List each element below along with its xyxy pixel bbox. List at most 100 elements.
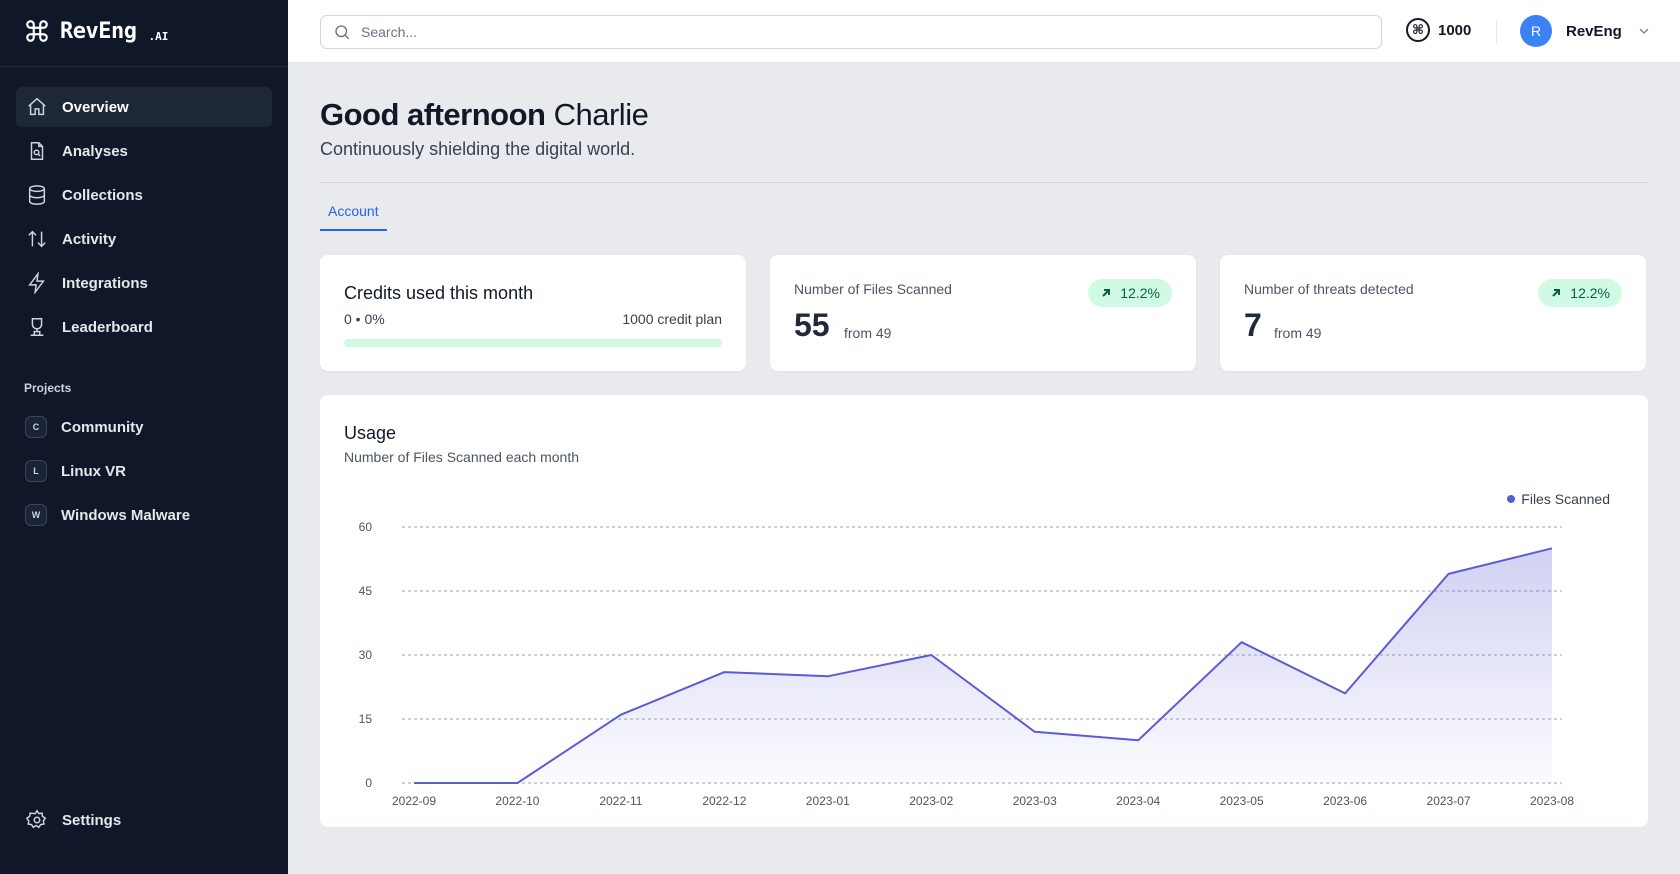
usage-chart: 0 15 30 45 60 2022-09 2022-10 2022-11 2022-12 202… (359, 520, 1575, 808)
search-icon (335, 25, 350, 40)
threats-change-value: 12.2% (1570, 285, 1610, 301)
page-subtitle: Continuously shielding the digital world… (320, 139, 636, 159)
y-tick-label: 30 (359, 648, 373, 662)
project-badge: W (25, 504, 47, 526)
threats-detected-from: from 49 (1274, 325, 1322, 341)
chart-legend: Files Scanned (1507, 491, 1610, 507)
credits-card: Credits used this month 0 • 0% 1000 cred… (320, 255, 746, 371)
credits-icon: ⌘ (1406, 18, 1430, 42)
project-badge: L (25, 460, 47, 482)
files-scanned-from: from 49 (844, 325, 892, 341)
y-tick-label: 60 (359, 520, 373, 534)
nav-label: Analyses (62, 142, 128, 160)
avatar: R (1520, 15, 1552, 47)
legend-dot (1507, 495, 1516, 503)
file-search-icon (30, 142, 44, 160)
arrows-up-down-icon (28, 230, 46, 248)
nav-label: Activity (62, 230, 117, 248)
home-icon (28, 97, 46, 116)
trophy-icon (30, 318, 44, 336)
x-tick-label: 2022-09 (392, 794, 436, 808)
usage-subtitle: Number of Files Scanned each month (344, 449, 580, 465)
x-tick-label: 2023-06 (1323, 794, 1367, 808)
nav-label: Settings (62, 811, 122, 829)
x-tick-label: 2022-10 (495, 794, 539, 808)
nav-label: Collections (62, 186, 143, 204)
project-label: Community (61, 418, 144, 436)
nav-item-leaderboard[interactable]: Leaderboard (16, 307, 272, 347)
database-icon (28, 185, 46, 205)
x-tick-label: 2023-01 (806, 794, 850, 808)
nav-item-overview[interactable]: Overview (16, 87, 272, 127)
chevron-down-icon (1639, 28, 1649, 34)
project-item-linux-vr[interactable]: L Linux VR (0, 451, 288, 491)
nav-label: Overview (62, 98, 129, 116)
brand-logo[interactable]: RevEng .AI (0, 0, 288, 62)
credits-count: 1000 (1438, 21, 1472, 39)
tab-bar: Account (320, 203, 1648, 231)
nav-item-analyses[interactable]: Analyses (16, 131, 272, 171)
main-content: Good afternoon Charlie Continuously shie… (320, 63, 1648, 827)
brand-name: RevEng (60, 18, 137, 44)
x-tick-label: 2023-04 (1116, 794, 1160, 808)
tab-account[interactable]: Account (320, 203, 387, 231)
threats-detected-card: Number of threats detected 7 from 49 12.… (1220, 255, 1646, 371)
projects-heading: Projects (24, 381, 72, 395)
project-item-windows-malware[interactable]: W Windows Malware (0, 495, 288, 535)
credits-used: 0 • 0% (344, 311, 385, 327)
sidebar-divider (0, 66, 288, 67)
project-item-community[interactable]: C Community (0, 407, 288, 447)
x-tick-label: 2023-02 (909, 794, 953, 808)
search-input[interactable] (361, 24, 1261, 40)
project-label: Windows Malware (61, 506, 191, 524)
credits-plan: 1000 credit plan (622, 311, 722, 327)
x-tick-label: 2023-08 (1530, 794, 1574, 808)
files-scanned-card: Number of Files Scanned 55 from 49 12.2% (770, 255, 1196, 371)
x-tick-label: 2023-05 (1220, 794, 1264, 808)
credits-card-title: Credits used this month (344, 283, 534, 303)
user-menu[interactable]: R RevEng (1520, 15, 1652, 47)
logo-icon (26, 20, 48, 42)
greeting-user: Charlie (553, 97, 649, 132)
x-tick-label: 2023-03 (1013, 794, 1057, 808)
x-tick-label: 2022-12 (702, 794, 746, 808)
x-tick-label: 2022-11 (599, 794, 642, 808)
main-nav: Overview Analyses Collections Activity I… (0, 67, 288, 347)
lightning-icon (28, 272, 45, 294)
topbar: ⌘ 1000 R RevEng (288, 0, 1680, 63)
credits-progress-bar (344, 339, 722, 347)
threats-detected-value: 7 (1244, 307, 1262, 343)
stat-cards: Credits used this month 0 • 0% 1000 cred… (320, 255, 1648, 371)
nav-item-activity[interactable]: Activity (16, 219, 272, 259)
gear-icon (26, 809, 47, 829)
nav-item-collections[interactable]: Collections (16, 175, 272, 215)
credits-indicator[interactable]: ⌘ 1000 (1406, 18, 1471, 42)
brand-suffix: .AI (148, 29, 169, 43)
nav-label: Integrations (62, 274, 148, 292)
threats-detected-label: Number of threats detected (1244, 281, 1414, 297)
arrow-up-right-icon (1552, 289, 1561, 297)
y-tick-label: 15 (359, 712, 373, 726)
nav-item-integrations[interactable]: Integrations (16, 263, 272, 303)
y-tick-label: 45 (359, 584, 373, 598)
search-box[interactable] (320, 15, 1382, 49)
x-tick-label: 2023-07 (1427, 794, 1471, 808)
greeting-text: Good afternoon (320, 97, 546, 132)
page-title: Good afternoon Charlie (320, 97, 1648, 133)
y-tick-label: 0 (365, 776, 372, 790)
threats-change-badge: 12.2% (1538, 279, 1622, 307)
project-badge: C (25, 416, 47, 438)
files-change-value: 12.2% (1120, 285, 1160, 301)
header-divider (320, 182, 1648, 183)
project-label: Linux VR (61, 462, 127, 480)
series-area (414, 548, 1552, 783)
nav-label: Leaderboard (62, 318, 153, 336)
usage-title: Usage (344, 423, 397, 443)
files-scanned-label: Number of Files Scanned (794, 281, 952, 297)
legend-label: Files Scanned (1521, 491, 1610, 507)
files-scanned-value: 55 (794, 307, 830, 343)
nav-item-settings[interactable]: Settings (16, 800, 272, 840)
topbar-separator (1496, 20, 1497, 44)
sidebar: RevEng .AI Overview Analyses Collections … (0, 0, 288, 874)
user-name: RevEng (1566, 22, 1622, 40)
